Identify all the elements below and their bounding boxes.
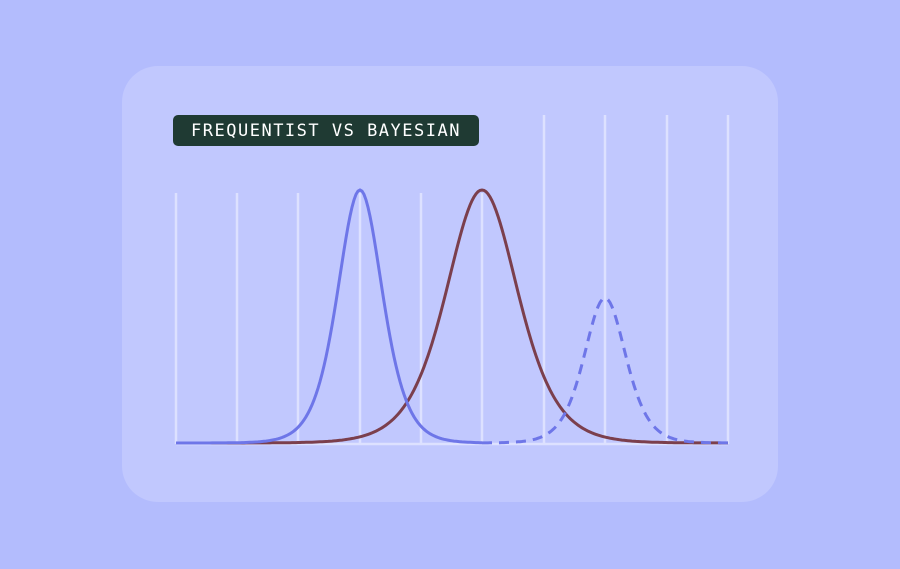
card [122, 66, 778, 502]
curve [176, 188, 728, 445]
curve [176, 188, 482, 445]
title-badge [173, 115, 479, 146]
title: FREQUENTIST VS BAYESIAN [191, 121, 461, 141]
curves [176, 188, 728, 445]
curve-dashed [482, 296, 728, 445]
